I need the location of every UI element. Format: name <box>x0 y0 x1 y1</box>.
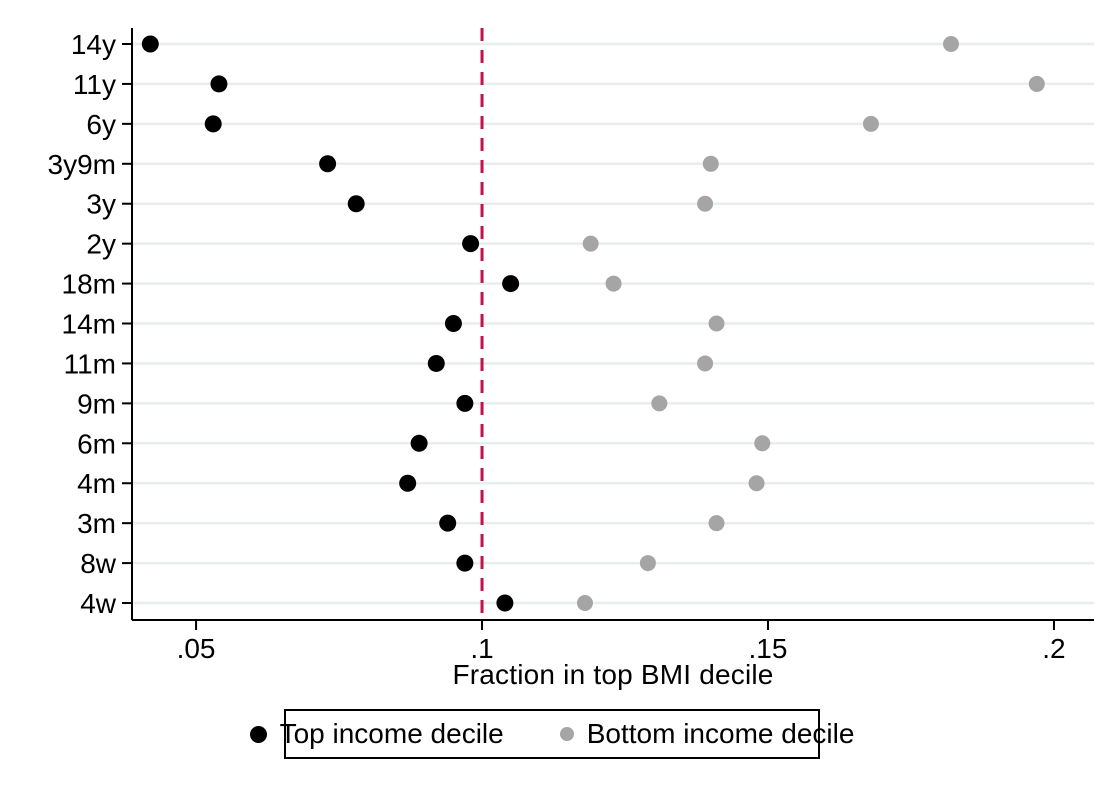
y-tick-label: 14y <box>71 29 116 60</box>
dot-bottom-income-decile <box>639 555 656 572</box>
legend-label-top-income: Top income decile <box>279 718 504 749</box>
dot-top-income-decile <box>399 474 417 492</box>
dot-bottom-income-decile <box>708 515 725 532</box>
y-tick-label: 14m <box>62 309 116 340</box>
legend-marker-bottom-income-icon <box>559 727 574 741</box>
dot-top-income-decile <box>210 75 228 93</box>
y-tick-label: 4w <box>80 588 117 619</box>
dot-bottom-income-decile <box>582 235 599 252</box>
y-tick-label: 8w <box>80 548 117 579</box>
x-axis-title: Fraction in top BMI decile <box>452 659 774 690</box>
dot-bottom-income-decile <box>708 315 725 332</box>
dot-bottom-income-decile <box>651 395 668 412</box>
dot-top-income-decile <box>410 434 428 452</box>
y-tick-label: 9m <box>77 388 116 419</box>
y-tick-label: 3m <box>77 508 116 539</box>
y-tick-label: 11m <box>64 348 116 379</box>
dot-bottom-income-decile <box>754 435 771 452</box>
y-tick-label: 4m <box>77 468 116 499</box>
dot-bottom-income-decile <box>697 195 714 212</box>
dot-top-income-decile <box>141 35 159 53</box>
dot-bottom-income-decile <box>702 155 719 172</box>
dot-top-income-decile <box>347 195 365 213</box>
y-tick-label: 6y <box>86 109 116 140</box>
dot-bottom-income-decile <box>862 115 879 132</box>
dot-top-income-decile <box>456 554 474 572</box>
dot-top-income-decile <box>502 275 520 293</box>
y-tick-label: 3y <box>86 189 116 220</box>
legend-marker-top-income-icon <box>249 725 267 743</box>
dot-bottom-income-decile <box>697 355 714 372</box>
dot-top-income-decile <box>496 594 514 612</box>
legend-label-bottom-income: Bottom income decile <box>586 718 855 749</box>
x-tick-label: .1 <box>470 633 493 664</box>
y-tick-label: 18m <box>62 269 116 300</box>
dot-bottom-income-decile <box>605 275 622 292</box>
dot-top-income-decile <box>439 514 457 532</box>
dot-top-income-decile <box>427 354 445 372</box>
y-tick-label: 6m <box>77 428 116 459</box>
dot-top-income-decile <box>444 315 462 333</box>
dot-bottom-income-decile <box>576 595 593 612</box>
y-tick-label: 2y <box>86 229 116 260</box>
legend-item-top-income: Top income decile <box>249 718 504 750</box>
dot-top-income-decile <box>456 394 474 412</box>
dot-bottom-income-decile <box>943 36 960 52</box>
x-tick-label: .2 <box>1042 633 1065 664</box>
dot-top-income-decile <box>204 115 222 133</box>
dot-top-income-decile <box>462 235 480 253</box>
dot-bottom-income-decile <box>1028 75 1045 92</box>
x-tick-label: .05 <box>177 633 216 664</box>
dot-bottom-income-decile <box>748 475 765 492</box>
dot-top-income-decile <box>319 155 337 173</box>
x-tick-label: .15 <box>749 633 788 664</box>
legend-item-bottom-income: Bottom income decile <box>559 718 855 750</box>
y-tick-label: 11y <box>73 69 116 100</box>
y-tick-label: 3y9m <box>48 149 116 180</box>
legend: Top income decile Bottom income decile <box>249 709 854 759</box>
